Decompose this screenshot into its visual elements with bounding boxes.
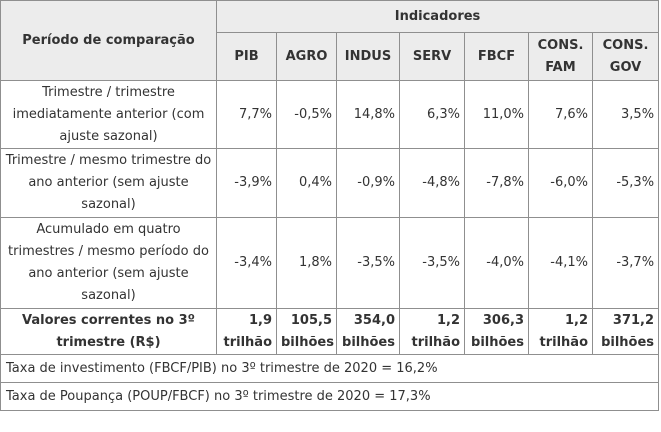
cell-cons-gov: -3,7%: [591, 217, 660, 309]
cell-agro: 1,8%: [276, 217, 337, 309]
total-agro: 105,5 bilhões: [276, 308, 337, 355]
cell-pib: 7,7%: [216, 80, 277, 149]
cell-agro: -0,5%: [276, 80, 337, 149]
cell-pib: -3,4%: [216, 217, 277, 309]
column-header-agro: AGRO: [276, 32, 337, 81]
cell-fbcf: -7,8%: [464, 148, 529, 218]
period-column-header: Período de comparação: [0, 0, 217, 81]
cell-pib: -3,9%: [216, 148, 277, 218]
table-row: Trimestre / mesmo trimestre do ano anter…: [0, 148, 660, 218]
cell-fbcf: -4,0%: [464, 217, 529, 309]
cell-fbcf: 11,0%: [464, 80, 529, 149]
indicators-group-header: Indicadores: [215, 0, 660, 33]
row-period-label: Trimestre / trimestre imediatamente ante…: [0, 80, 217, 149]
investment-rate-note: Taxa de investimento (FBCF/PIB) no 3º tr…: [0, 354, 660, 383]
cell-serv: 6,3%: [399, 80, 465, 149]
cell-indus: -0,9%: [336, 148, 400, 218]
row-period-label: Trimestre / mesmo trimestre do ano anter…: [0, 148, 217, 218]
totals-label: Valores correntes no 3º trimestre (R$): [0, 308, 217, 355]
total-fbcf: 306,3 bilhões: [464, 308, 529, 355]
table-row: Acumulado em quatro trimestres / mesmo p…: [0, 217, 660, 309]
cell-agro: 0,4%: [276, 148, 337, 218]
total-pib: 1,9 trilhão: [216, 308, 277, 355]
savings-rate-note: Taxa de Poupança (POUP/FBCF) no 3º trime…: [0, 382, 660, 411]
cell-cons-gov: 3,5%: [591, 80, 660, 149]
table-row: Trimestre / trimestre imediatamente ante…: [0, 80, 660, 149]
column-header-fbcf: FBCF: [464, 32, 529, 81]
cell-serv: -3,5%: [399, 217, 465, 309]
total-cons-fam: 1,2 trilhão: [528, 308, 593, 355]
row-period-label: Acumulado em quatro trimestres / mesmo p…: [0, 217, 217, 309]
total-indus: 354,0 bilhões: [336, 308, 400, 355]
totals-row: Valores correntes no 3º trimestre (R$) 1…: [0, 308, 660, 355]
column-header-serv: SERV: [399, 32, 465, 81]
cell-indus: -3,5%: [336, 217, 400, 309]
column-header-indus: INDUS: [336, 32, 400, 81]
total-cons-gov: 371,2 bilhões: [591, 308, 660, 355]
cell-cons-fam: -4,1%: [528, 217, 593, 309]
total-serv: 1,2 trilhão: [399, 308, 465, 355]
cell-cons-fam: 7,6%: [528, 80, 593, 149]
column-header-cons-fam: CONS. FAM: [528, 32, 593, 81]
cell-indus: 14,8%: [336, 80, 400, 149]
indicators-table: Período de comparação Indicadores PIB AG…: [0, 0, 660, 411]
cell-cons-fam: -6,0%: [528, 148, 593, 218]
column-header-cons-gov: CONS. GOV: [591, 32, 660, 81]
cell-serv: -4,8%: [399, 148, 465, 218]
column-header-pib: PIB: [216, 32, 277, 81]
cell-cons-gov: -5,3%: [591, 148, 660, 218]
